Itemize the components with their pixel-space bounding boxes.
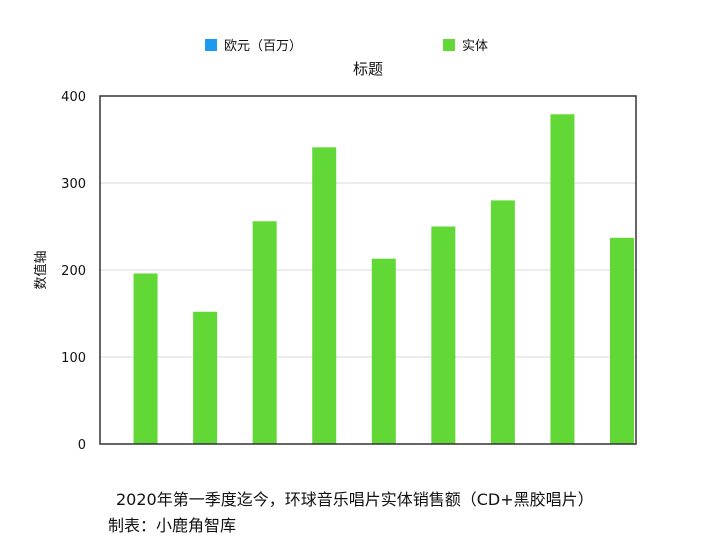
bar [550, 114, 575, 445]
caption-line-1: 2020年第一季度迄今，环球音乐唱片实体销售额（CD+黑胶唱片） [116, 490, 594, 509]
y-tick-label: 0 [78, 438, 86, 453]
bar [133, 273, 158, 444]
legend-swatch [205, 39, 217, 51]
bar [431, 226, 456, 444]
legend-label: 实体 [462, 39, 488, 54]
caption-line-2: 制表：小鹿角智库 [108, 516, 237, 535]
y-tick-label: 300 [61, 177, 86, 192]
bar [252, 221, 277, 444]
legend-swatch [443, 39, 455, 51]
bar [312, 147, 337, 444]
legend-label: 欧元（百万） [224, 39, 302, 54]
plot-frame [99, 95, 637, 445]
y-tick-label: 400 [61, 90, 86, 105]
y-tick-label: 100 [61, 351, 86, 366]
y-tick-label: 200 [61, 264, 86, 279]
bar [371, 258, 396, 444]
bar [490, 200, 515, 444]
chart-title: 标题 [353, 60, 383, 78]
y-axis-label: 数值轴 [33, 250, 49, 289]
bar [610, 237, 634, 444]
bar [193, 311, 218, 444]
